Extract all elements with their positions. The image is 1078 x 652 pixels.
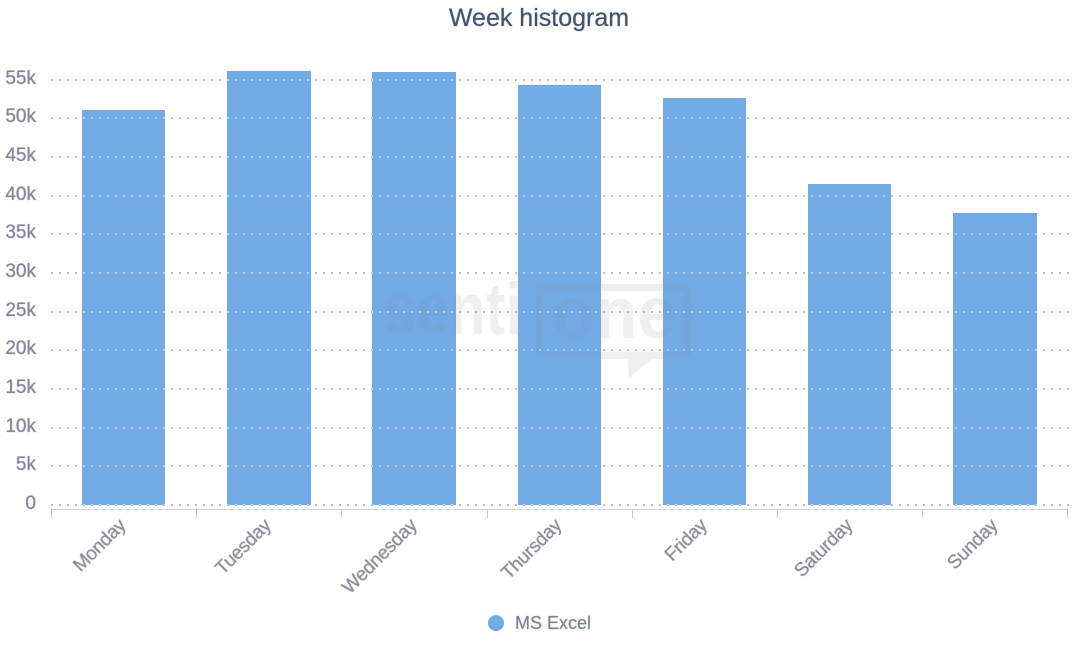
svg-text:one: one [552, 273, 676, 354]
svg-text:senti: senti [383, 269, 522, 350]
